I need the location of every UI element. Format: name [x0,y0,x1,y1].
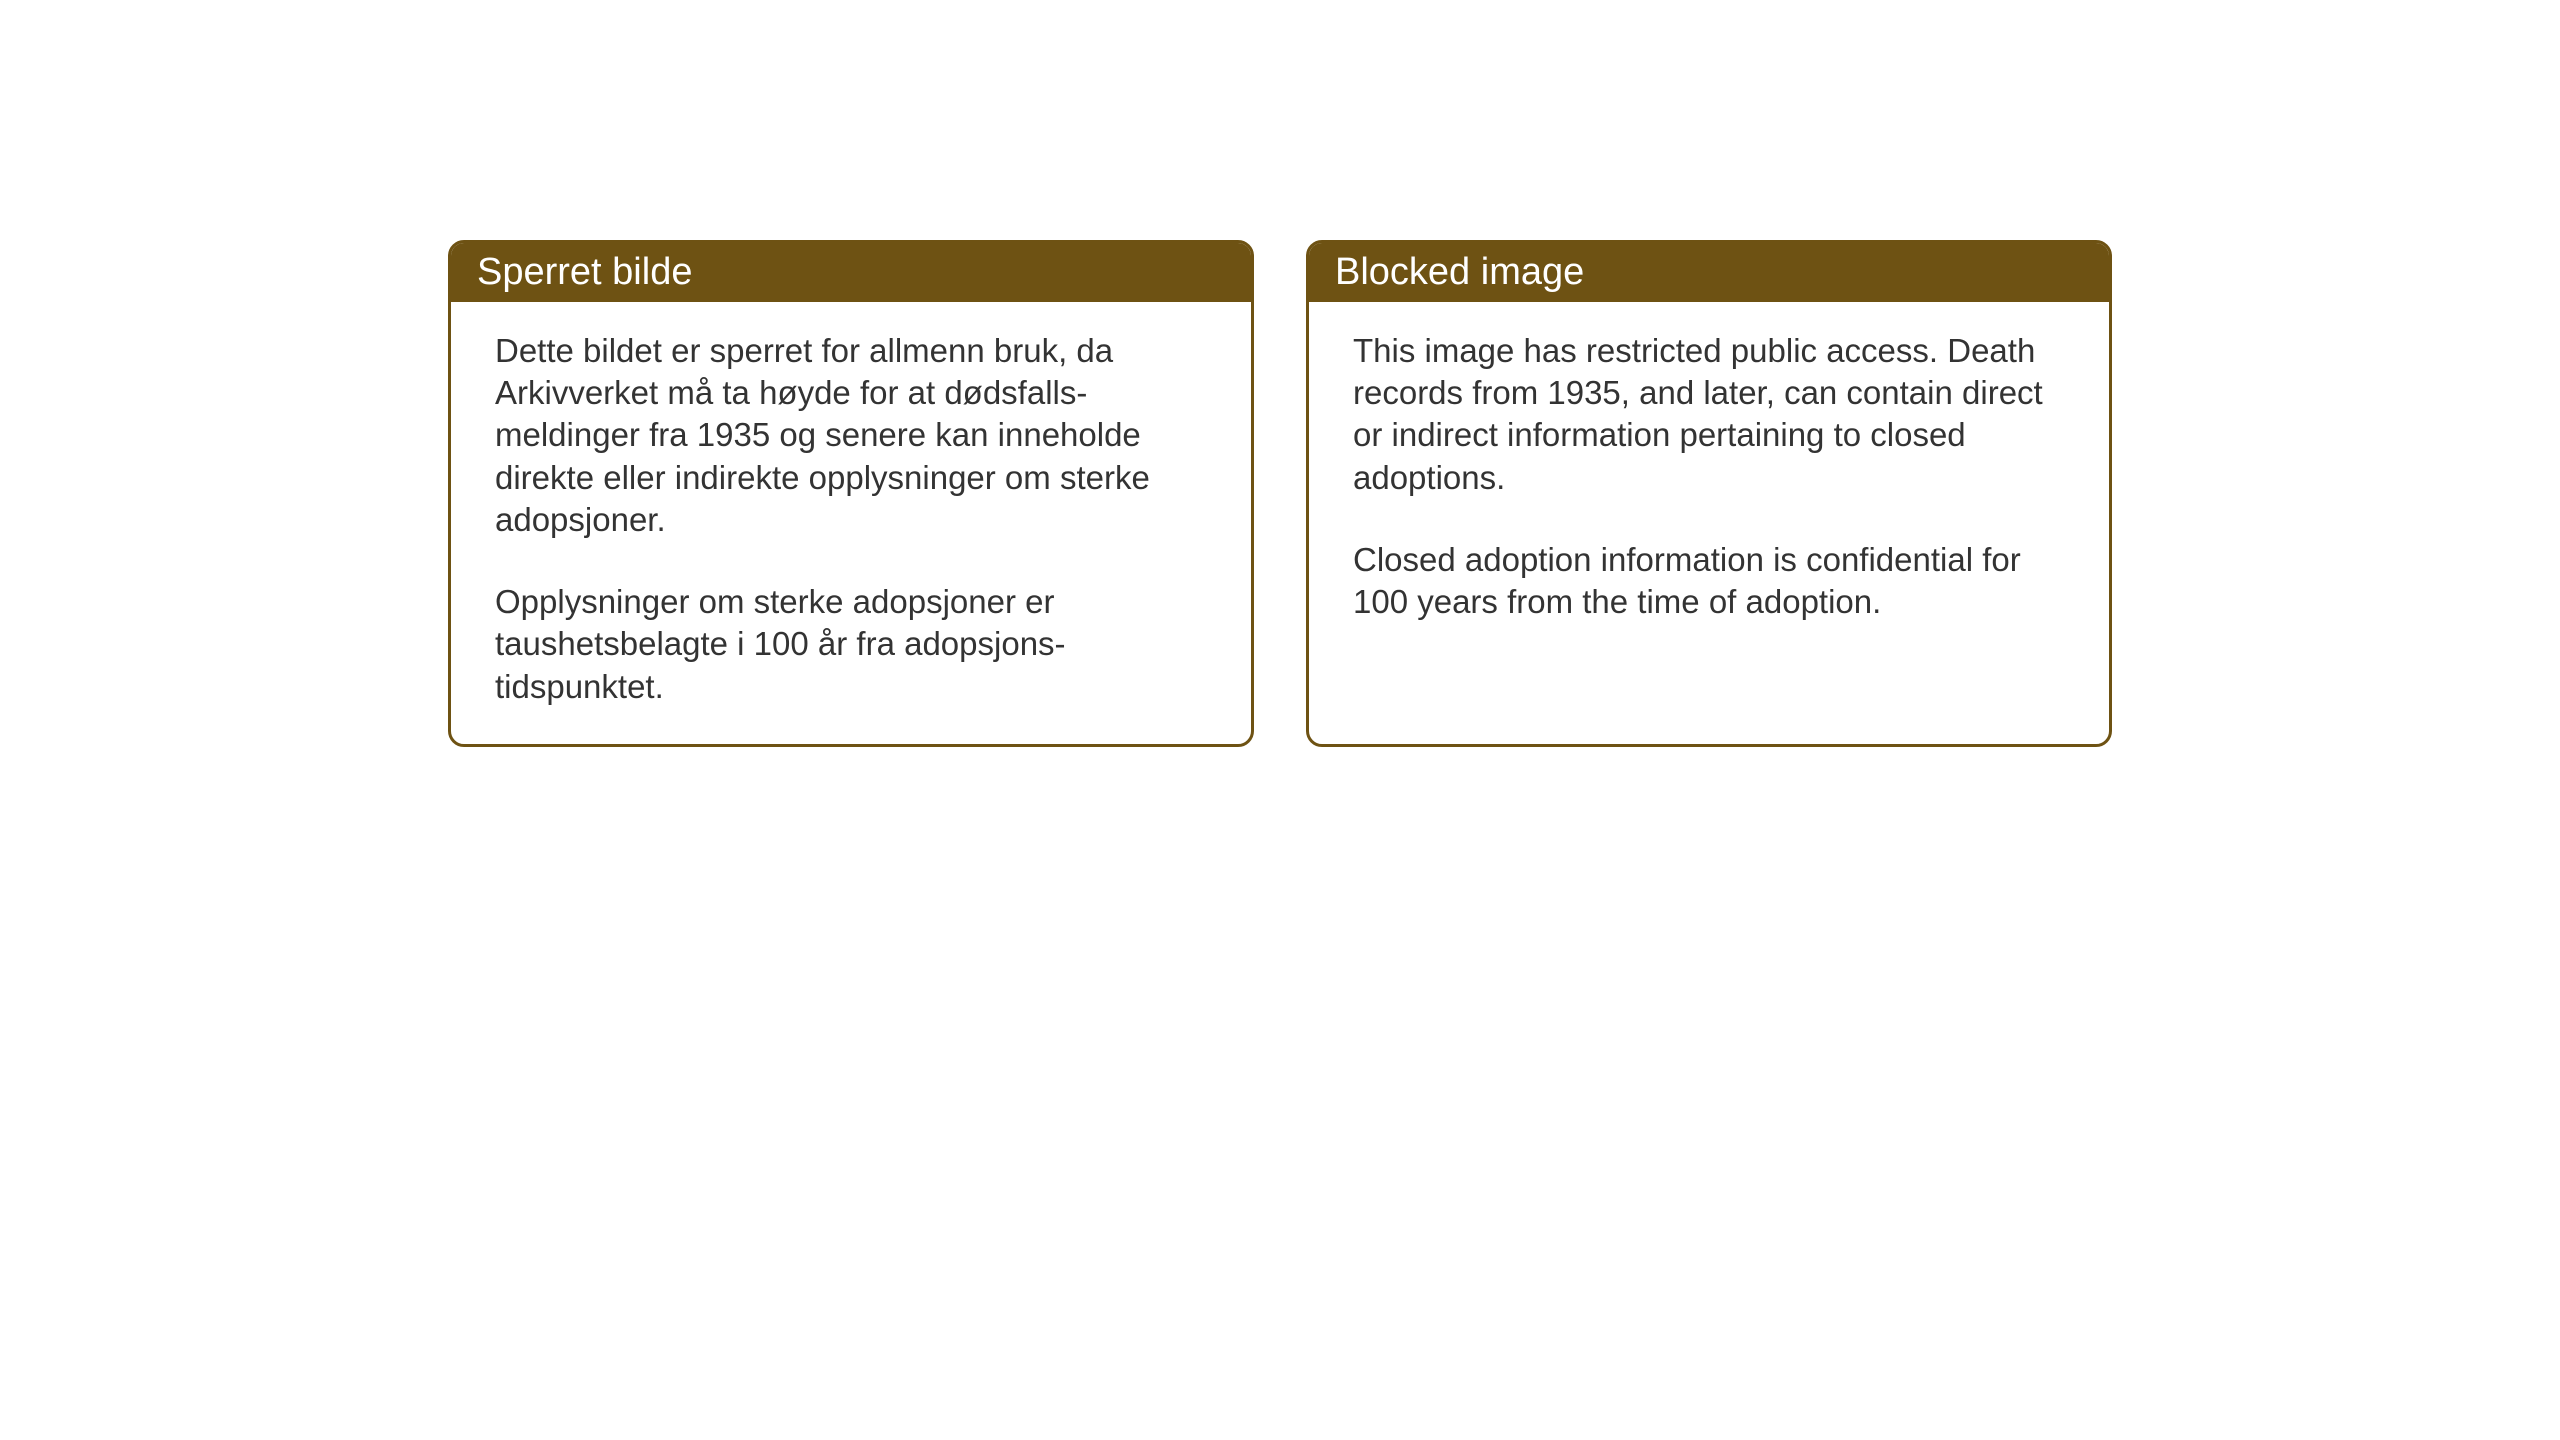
notice-paragraph: Closed adoption information is confident… [1353,539,2065,623]
notice-paragraph: This image has restricted public access.… [1353,330,2065,499]
notice-title-norwegian: Sperret bilde [477,251,692,293]
notice-header-norwegian: Sperret bilde [451,243,1251,302]
notice-paragraph: Dette bildet er sperret for allmenn bruk… [495,330,1207,541]
notice-body-norwegian: Dette bildet er sperret for allmenn bruk… [451,302,1251,744]
notice-body-english: This image has restricted public access.… [1309,302,2109,720]
notice-paragraph: Opplysninger om sterke adopsjoner er tau… [495,581,1207,708]
notice-container: Sperret bilde Dette bildet er sperret fo… [448,240,2112,747]
notice-box-norwegian: Sperret bilde Dette bildet er sperret fo… [448,240,1254,747]
notice-box-english: Blocked image This image has restricted … [1306,240,2112,747]
notice-title-english: Blocked image [1335,251,1584,293]
notice-header-english: Blocked image [1309,243,2109,302]
